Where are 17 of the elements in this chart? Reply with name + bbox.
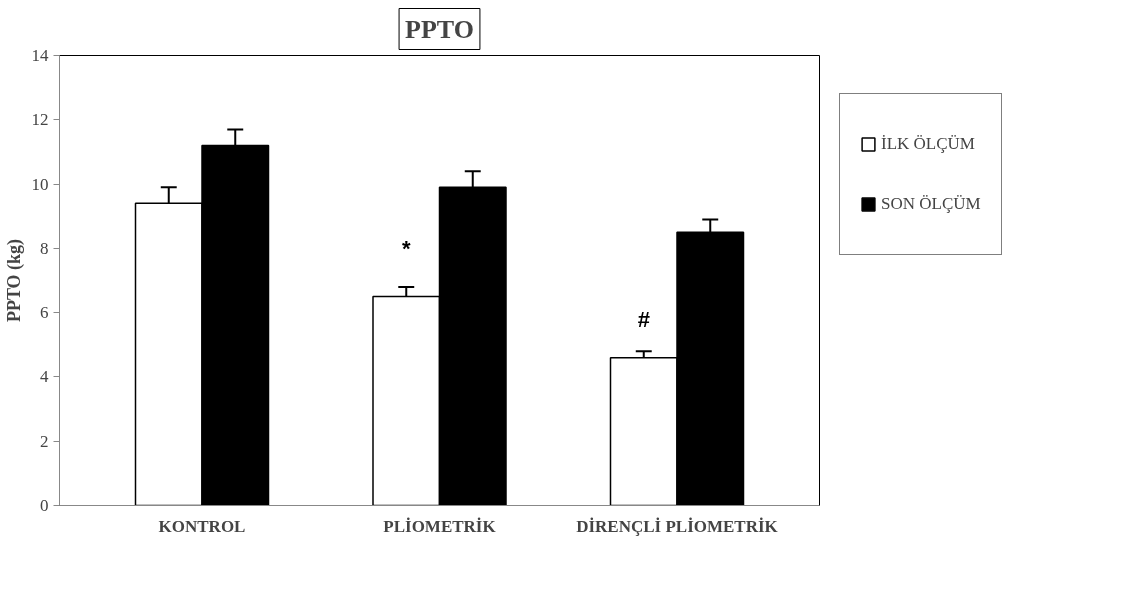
x-tick-label: DİRENÇLİ PLİOMETRİK [576,516,779,536]
y-axis-title: PPTO (kg) [3,238,25,323]
y-tick-label: 2 [40,431,49,451]
y-tick-label: 10 [31,174,49,194]
y-tick-label: 6 [40,303,49,323]
y-tick-label: 14 [31,46,49,65]
annotation: # [637,306,650,332]
legend-label: İLK ÖLÇÜM [881,133,975,155]
y-tick-label: 8 [40,238,49,258]
y-tick-label: 12 [31,110,49,130]
x-tick-label: KONTROL [158,516,246,536]
x-tick-label: PLİOMETRİK [383,516,497,536]
annotation: * [401,235,411,261]
legend-label: SON ÖLÇÜM [881,193,981,215]
y-tick-label: 4 [40,367,49,387]
chart-title: PPTO [405,14,474,44]
y-tick-label: 0 [40,496,49,515]
